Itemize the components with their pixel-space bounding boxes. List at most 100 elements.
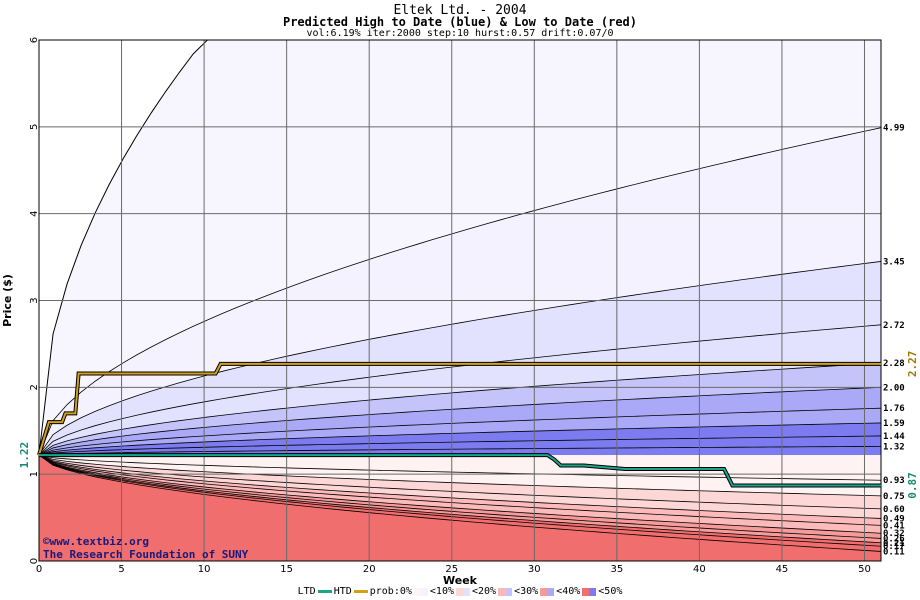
high-band-outer bbox=[39, 40, 881, 456]
low-band-0 bbox=[39, 455, 881, 496]
low-band-label-1: 0.75 bbox=[883, 492, 905, 502]
y-tick-1: 1 bbox=[29, 471, 40, 477]
y-tick-6: 6 bbox=[29, 37, 40, 43]
x-axis-label: Week bbox=[443, 574, 477, 587]
ltd-end-label: 0.87 bbox=[906, 472, 919, 499]
x-tick-10: 10 bbox=[198, 564, 211, 575]
low-band-edge-8 bbox=[38, 454, 882, 547]
high-band-label-5: 1.76 bbox=[883, 404, 905, 414]
low-band-label-6: 0.26 bbox=[883, 534, 905, 544]
legend-swatch-20 bbox=[456, 587, 470, 596]
low-band-1 bbox=[39, 455, 881, 509]
low-band-4 bbox=[39, 455, 881, 534]
low-band-label-5: 0.32 bbox=[883, 529, 905, 539]
low-band-edge-0 bbox=[38, 454, 882, 481]
y-tick-4: 4 bbox=[29, 210, 40, 216]
low-band-2 bbox=[39, 455, 881, 519]
high-band-label-7: 1.44 bbox=[883, 432, 905, 442]
low-band-5 bbox=[39, 455, 881, 539]
low-band-edge-2 bbox=[38, 454, 882, 510]
x-tick-45: 45 bbox=[776, 564, 789, 575]
low-band-9 bbox=[39, 455, 881, 561]
low-band-edge-9 bbox=[38, 454, 882, 552]
credit-line-2: The Research Foundation of SUNY bbox=[43, 548, 249, 561]
high-band-1 bbox=[39, 261, 881, 456]
high-band-edge-2 bbox=[38, 324, 882, 456]
low-band-edge-6 bbox=[38, 454, 882, 539]
high-band-label-4: 2.00 bbox=[883, 383, 905, 393]
legend-htd-label: HTD bbox=[333, 586, 352, 597]
high-band-5 bbox=[39, 408, 881, 456]
legend-label-30: <30% bbox=[514, 586, 539, 597]
legend-label-10: <10% bbox=[429, 586, 454, 597]
low-band-edge-5 bbox=[38, 454, 882, 534]
high-band-0 bbox=[39, 127, 881, 456]
x-tick-50: 50 bbox=[858, 564, 871, 575]
high-band-edge-0 bbox=[38, 127, 882, 456]
chart-parameters: vol:6.19% iter:2000 step:10 hurst:0.57 d… bbox=[306, 28, 614, 39]
high-band-edge-5 bbox=[38, 407, 882, 456]
low-band-label-4: 0.41 bbox=[883, 521, 905, 531]
x-tick-40: 40 bbox=[693, 564, 706, 575]
legend-prob-label: prob:0% bbox=[369, 586, 412, 597]
low-band-edge-1 bbox=[38, 454, 882, 497]
high-band-edge-7 bbox=[38, 435, 882, 456]
htd-end-label: 2.27 bbox=[906, 351, 919, 378]
x-tick-0: 0 bbox=[36, 564, 42, 575]
low-band-label-3: 0.49 bbox=[883, 514, 905, 524]
high-band-8 bbox=[39, 446, 881, 456]
y-tick-5: 5 bbox=[29, 124, 40, 130]
legend-label-40: <40% bbox=[556, 586, 581, 597]
start-price-label: 1.22 bbox=[18, 442, 31, 469]
low-band-edge-4 bbox=[38, 454, 882, 526]
high-band-label-6: 1.59 bbox=[883, 419, 905, 429]
low-band-3 bbox=[39, 455, 881, 526]
high-band-label-3: 2.28 bbox=[883, 359, 905, 369]
high-band-label-8: 1.32 bbox=[883, 442, 905, 452]
legend-label-50: <50% bbox=[598, 586, 623, 597]
x-tick-15: 15 bbox=[280, 564, 293, 575]
low-band-8 bbox=[39, 455, 881, 552]
x-tick-35: 35 bbox=[610, 564, 623, 575]
high-band-7 bbox=[39, 435, 881, 456]
low-band-label-7: 0.21 bbox=[883, 539, 905, 549]
high-band-edge-3 bbox=[38, 362, 882, 456]
high-band-edge-6 bbox=[38, 422, 882, 456]
high-band-label-2: 2.72 bbox=[883, 321, 905, 331]
low-band-edge-3 bbox=[38, 454, 882, 519]
y-tick-3: 3 bbox=[29, 297, 40, 303]
y-tick-0: 0 bbox=[29, 558, 40, 564]
x-tick-20: 20 bbox=[363, 564, 376, 575]
high-band-edge-1 bbox=[38, 261, 882, 456]
x-tick-30: 30 bbox=[528, 564, 541, 575]
high-band-edge-4 bbox=[38, 386, 882, 456]
low-band-label-9: 0.11 bbox=[883, 547, 905, 557]
y-tick-2: 2 bbox=[29, 384, 40, 390]
plot-border bbox=[38, 39, 882, 562]
y-axis-label: Price ($) bbox=[1, 274, 14, 327]
credit-text: ©www.textbiz.org The Research Foundation… bbox=[43, 535, 248, 561]
legend-swatch-50 bbox=[582, 587, 597, 596]
legend-ltd-swatch bbox=[317, 590, 332, 593]
low-band-edge-7 bbox=[38, 454, 882, 544]
low-band-label-0: 0.93 bbox=[883, 476, 905, 486]
x-tick-25: 25 bbox=[445, 564, 458, 575]
legend-htd-swatch bbox=[353, 590, 368, 593]
high-band-edge-8 bbox=[38, 445, 882, 456]
chart-title: Eltek Ltd. - 2004 bbox=[393, 3, 527, 18]
high-band-label-0: 4.99 bbox=[883, 124, 905, 134]
legend-swatch-40 bbox=[540, 587, 555, 596]
x-tick-5: 5 bbox=[118, 564, 124, 575]
series-htd-line bbox=[38, 362, 881, 456]
high-band-label-1: 3.45 bbox=[883, 257, 905, 267]
low-band-label-2: 0.60 bbox=[883, 505, 905, 515]
chart-subtitle: Predicted High to Date (blue) & Low to D… bbox=[282, 15, 637, 29]
low-band-label-8: 0.17 bbox=[883, 542, 905, 552]
high-band-4 bbox=[39, 387, 881, 456]
legend-swatch-10 bbox=[413, 587, 428, 596]
legend-label-20: <20% bbox=[472, 586, 497, 597]
high-band-2 bbox=[39, 324, 881, 456]
legend-ltd-label: LTD bbox=[297, 586, 316, 597]
legend-swatch-30 bbox=[498, 587, 513, 596]
